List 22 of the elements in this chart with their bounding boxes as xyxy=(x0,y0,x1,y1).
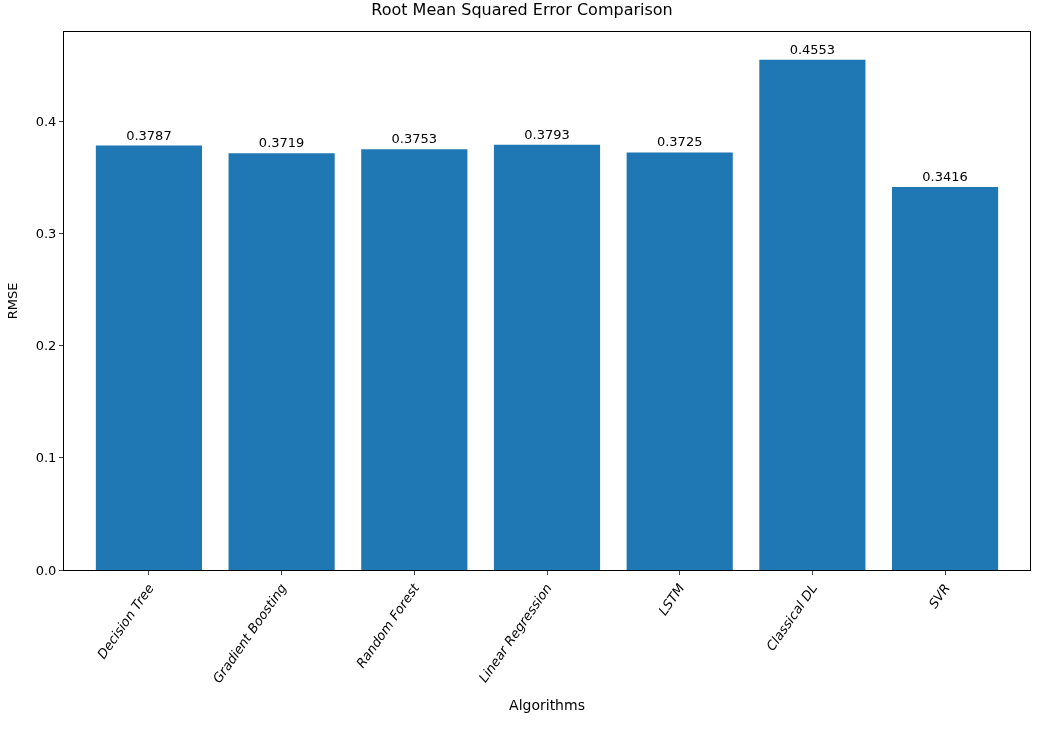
data-label: 0.3753 xyxy=(391,131,438,147)
data-label: 0.3416 xyxy=(922,169,968,185)
y-axis-title: RMSE xyxy=(4,282,20,320)
chart-title: Root Mean Squared Error Comparison xyxy=(371,0,673,19)
bar xyxy=(626,152,733,570)
data-label: 0.3725 xyxy=(656,134,703,150)
bar xyxy=(361,149,468,570)
data-label: 0.3793 xyxy=(524,126,570,142)
y-tick-label: 0.2 xyxy=(35,338,57,354)
y-tick-label: 0.0 xyxy=(35,562,57,578)
bar xyxy=(759,59,866,570)
bar xyxy=(493,144,601,570)
bar xyxy=(892,187,999,570)
x-axis-title: Algorithms xyxy=(509,697,585,714)
data-label: 0.4553 xyxy=(789,41,836,57)
bar xyxy=(228,153,335,570)
data-label: 0.3719 xyxy=(258,135,305,151)
data-label: 0.3787 xyxy=(126,127,172,143)
y-tick-label: 0.3 xyxy=(35,226,57,242)
bar xyxy=(95,145,202,570)
y-tick-label: 0.1 xyxy=(35,450,57,466)
y-tick-label: 0.4 xyxy=(35,114,57,130)
